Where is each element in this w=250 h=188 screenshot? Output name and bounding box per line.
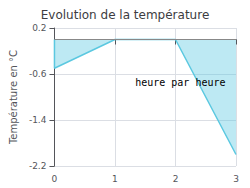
svg-text:3: 3	[233, 174, 239, 184]
svg-text:0: 0	[52, 174, 58, 184]
svg-text:2: 2	[173, 174, 179, 184]
svg-text:heure par heure: heure par heure	[135, 77, 225, 88]
svg-text:-1.4: -1.4	[29, 115, 47, 125]
svg-text:1: 1	[112, 174, 118, 184]
svg-text:-0.6: -0.6	[29, 69, 47, 79]
svg-text:Evolution de la température: Evolution de la température	[41, 8, 210, 22]
svg-text:0.2: 0.2	[32, 23, 46, 33]
svg-text:-2.2: -2.2	[29, 161, 47, 171]
svg-text:Température en °C: Température en °C	[8, 50, 19, 145]
